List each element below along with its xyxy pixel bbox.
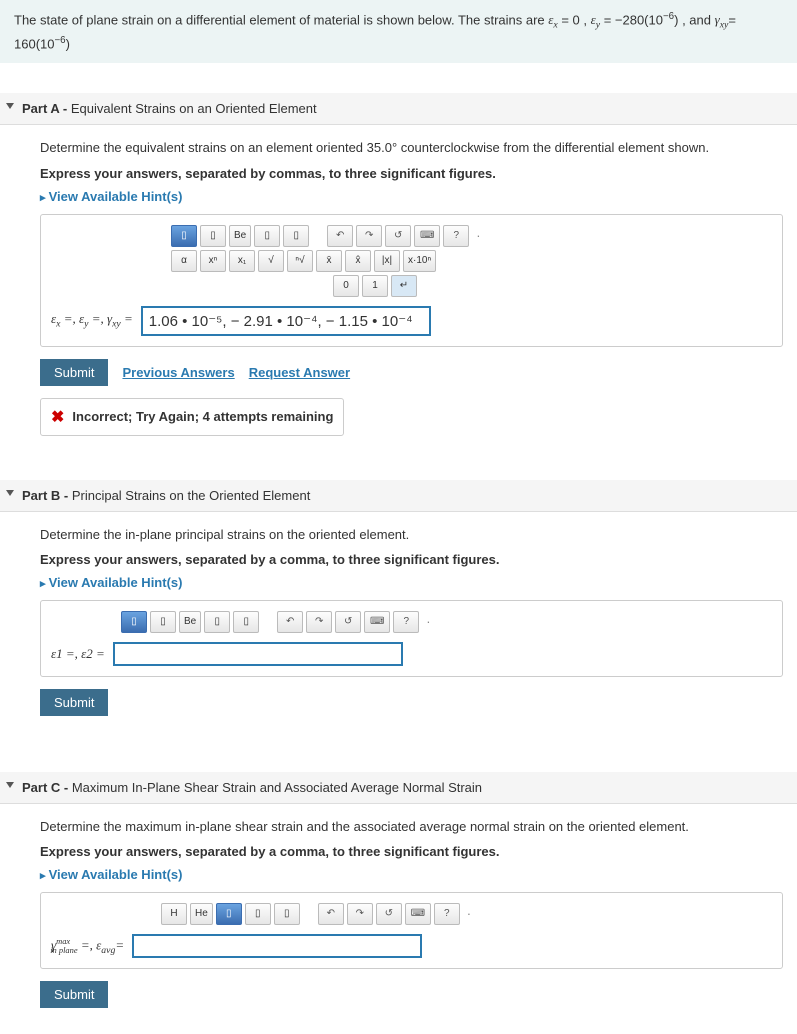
part-c-subtitle: Maximum In-Plane Shear Strain and Associ…	[72, 780, 482, 795]
feedback-text: Incorrect; Try Again; 4 attempts remaini…	[72, 409, 333, 424]
error-icon: ✖	[51, 407, 64, 427]
part-c: Part C - Maximum In-Plane Shear Strain a…	[0, 772, 797, 1034]
view-hints-link[interactable]: View Available Hint(s)	[40, 867, 783, 882]
part-b-instruction: Express your answers, separated by a com…	[40, 552, 783, 567]
view-hints-link[interactable]: View Available Hint(s)	[40, 575, 783, 590]
toolbar-btn[interactable]: ▯	[121, 611, 147, 633]
undo-icon[interactable]: ↶	[318, 903, 344, 925]
toolbar-btn[interactable]: ▯	[171, 225, 197, 247]
part-a-lhs: εx =, εy =, γxy =	[51, 311, 133, 330]
part-b-header: Part B - Principal Strains on the Orient…	[0, 480, 797, 512]
submit-button[interactable]: Submit	[40, 359, 108, 386]
part-a-subtitle: Equivalent Strains on an Oriented Elemen…	[71, 101, 317, 116]
part-a-header: Part A - Equivalent Strains on an Orient…	[0, 93, 797, 125]
part-c-header: Part C - Maximum In-Plane Shear Strain a…	[0, 772, 797, 804]
submit-button[interactable]: Submit	[40, 689, 108, 716]
reset-icon[interactable]: ↺	[335, 611, 361, 633]
answer-area-a: ▯ ▯ Be ▯ ▯ ↶ ↷ ↺ ⌨ ? · α xⁿ x₁	[40, 214, 783, 347]
reset-icon[interactable]: ↺	[376, 903, 402, 925]
keyboard-icon[interactable]: ⌨	[405, 903, 431, 925]
toolbar-btn[interactable]: ↵	[391, 275, 417, 297]
toolbar-btn[interactable]: 1	[362, 275, 388, 297]
answer-area-b: ▯ ▯ Be ▯ ▯ ↶ ↷ ↺ ⌨ ? · ε1 =, ε2 =	[40, 600, 783, 677]
part-c-instruction: Express your answers, separated by a com…	[40, 844, 783, 859]
problem-intro: The state of plane strain on a different…	[14, 12, 548, 27]
ex-symbol: εx	[548, 12, 557, 27]
part-c-lhs: γmaxin plane =, εavg=	[51, 936, 124, 956]
part-b-label: Part B -	[22, 488, 72, 503]
toolbar-btn[interactable]: ▯	[216, 903, 242, 925]
toolbar-btn-xten[interactable]: x·10ⁿ	[403, 250, 436, 272]
toolbar-btn[interactable]: ▯	[274, 903, 300, 925]
toolbar-btn[interactable]: ▯	[150, 611, 176, 633]
toolbar-btn-be[interactable]: Be	[229, 225, 251, 247]
toolbar-btn[interactable]: xⁿ	[200, 250, 226, 272]
toolbar-btn[interactable]: x̄	[316, 250, 342, 272]
toolbar-btn[interactable]: ▯	[245, 903, 271, 925]
answer-input-b[interactable]	[113, 642, 403, 666]
toolbar-btn-be[interactable]: Be	[179, 611, 201, 633]
part-a-instruction: Express your answers, separated by comma…	[40, 166, 783, 181]
collapse-caret-icon[interactable]	[6, 103, 14, 109]
equation-toolbar: H He ▯ ▯ ▯ ↶ ↷ ↺ ⌨ ? ·	[161, 903, 475, 928]
problem-statement: The state of plane strain on a different…	[0, 0, 797, 63]
keyboard-icon[interactable]: ⌨	[414, 225, 440, 247]
previous-answers-link[interactable]: Previous Answers	[122, 365, 234, 380]
toolbar-btn[interactable]: ▯	[254, 225, 280, 247]
toolbar-btn[interactable]: ▯	[283, 225, 309, 247]
undo-icon[interactable]: ↶	[277, 611, 303, 633]
part-a-prompt: Determine the equivalent strains on an e…	[40, 139, 783, 157]
equation-toolbar: ▯ ▯ Be ▯ ▯ ↶ ↷ ↺ ⌨ ? · α xⁿ x₁	[171, 225, 485, 300]
toolbar-btn[interactable]: x̂	[345, 250, 371, 272]
collapse-caret-icon[interactable]	[6, 490, 14, 496]
redo-icon[interactable]: ↷	[306, 611, 332, 633]
answer-area-c: H He ▯ ▯ ▯ ↶ ↷ ↺ ⌨ ? · γmaxin plane =, ε…	[40, 892, 783, 969]
toolbar-btn[interactable]: ▯	[204, 611, 230, 633]
part-b-prompt: Determine the in-plane principal strains…	[40, 526, 783, 544]
feedback-box: ✖ Incorrect; Try Again; 4 attempts remai…	[40, 398, 344, 436]
answer-input-a[interactable]: 1.06 • 10⁻⁵, − 2.91 • 10⁻⁴, − 1.15 • 10⁻…	[141, 306, 431, 336]
toolbar-btn[interactable]: ⁿ√	[287, 250, 313, 272]
part-b: Part B - Principal Strains on the Orient…	[0, 480, 797, 742]
toolbar-btn[interactable]: α	[171, 250, 197, 272]
reset-icon[interactable]: ↺	[385, 225, 411, 247]
equation-toolbar: ▯ ▯ Be ▯ ▯ ↶ ↷ ↺ ⌨ ? ·	[121, 611, 435, 636]
toolbar-btn[interactable]: √	[258, 250, 284, 272]
ey-symbol: εy	[591, 12, 600, 27]
gxy-symbol: γxy	[715, 12, 729, 27]
toolbar-btn[interactable]: 0	[333, 275, 359, 297]
part-a-label: Part A -	[22, 101, 71, 116]
toolbar-btn[interactable]: ▯	[233, 611, 259, 633]
help-icon[interactable]: ?	[434, 903, 460, 925]
part-b-subtitle: Principal Strains on the Oriented Elemen…	[72, 488, 310, 503]
answer-input-c[interactable]	[132, 934, 422, 958]
toolbar-btn[interactable]: ▯	[200, 225, 226, 247]
collapse-caret-icon[interactable]	[6, 782, 14, 788]
redo-icon[interactable]: ↷	[356, 225, 382, 247]
toolbar-btn[interactable]: x₁	[229, 250, 255, 272]
help-icon[interactable]: ?	[443, 225, 469, 247]
part-c-label: Part C -	[22, 780, 72, 795]
help-icon[interactable]: ?	[393, 611, 419, 633]
part-c-prompt: Determine the maximum in-plane shear str…	[40, 818, 783, 836]
toolbar-btn[interactable]: |x|	[374, 250, 400, 272]
view-hints-link[interactable]: View Available Hint(s)	[40, 189, 783, 204]
toolbar-btn[interactable]: H	[161, 903, 187, 925]
keyboard-icon[interactable]: ⌨	[364, 611, 390, 633]
toolbar-btn-he[interactable]: He	[190, 903, 213, 925]
request-answer-link[interactable]: Request Answer	[249, 365, 350, 380]
redo-icon[interactable]: ↷	[347, 903, 373, 925]
undo-icon[interactable]: ↶	[327, 225, 353, 247]
part-a: Part A - Equivalent Strains on an Orient…	[0, 93, 797, 449]
submit-button[interactable]: Submit	[40, 981, 108, 1008]
part-b-lhs: ε1 =, ε2 =	[51, 646, 105, 662]
